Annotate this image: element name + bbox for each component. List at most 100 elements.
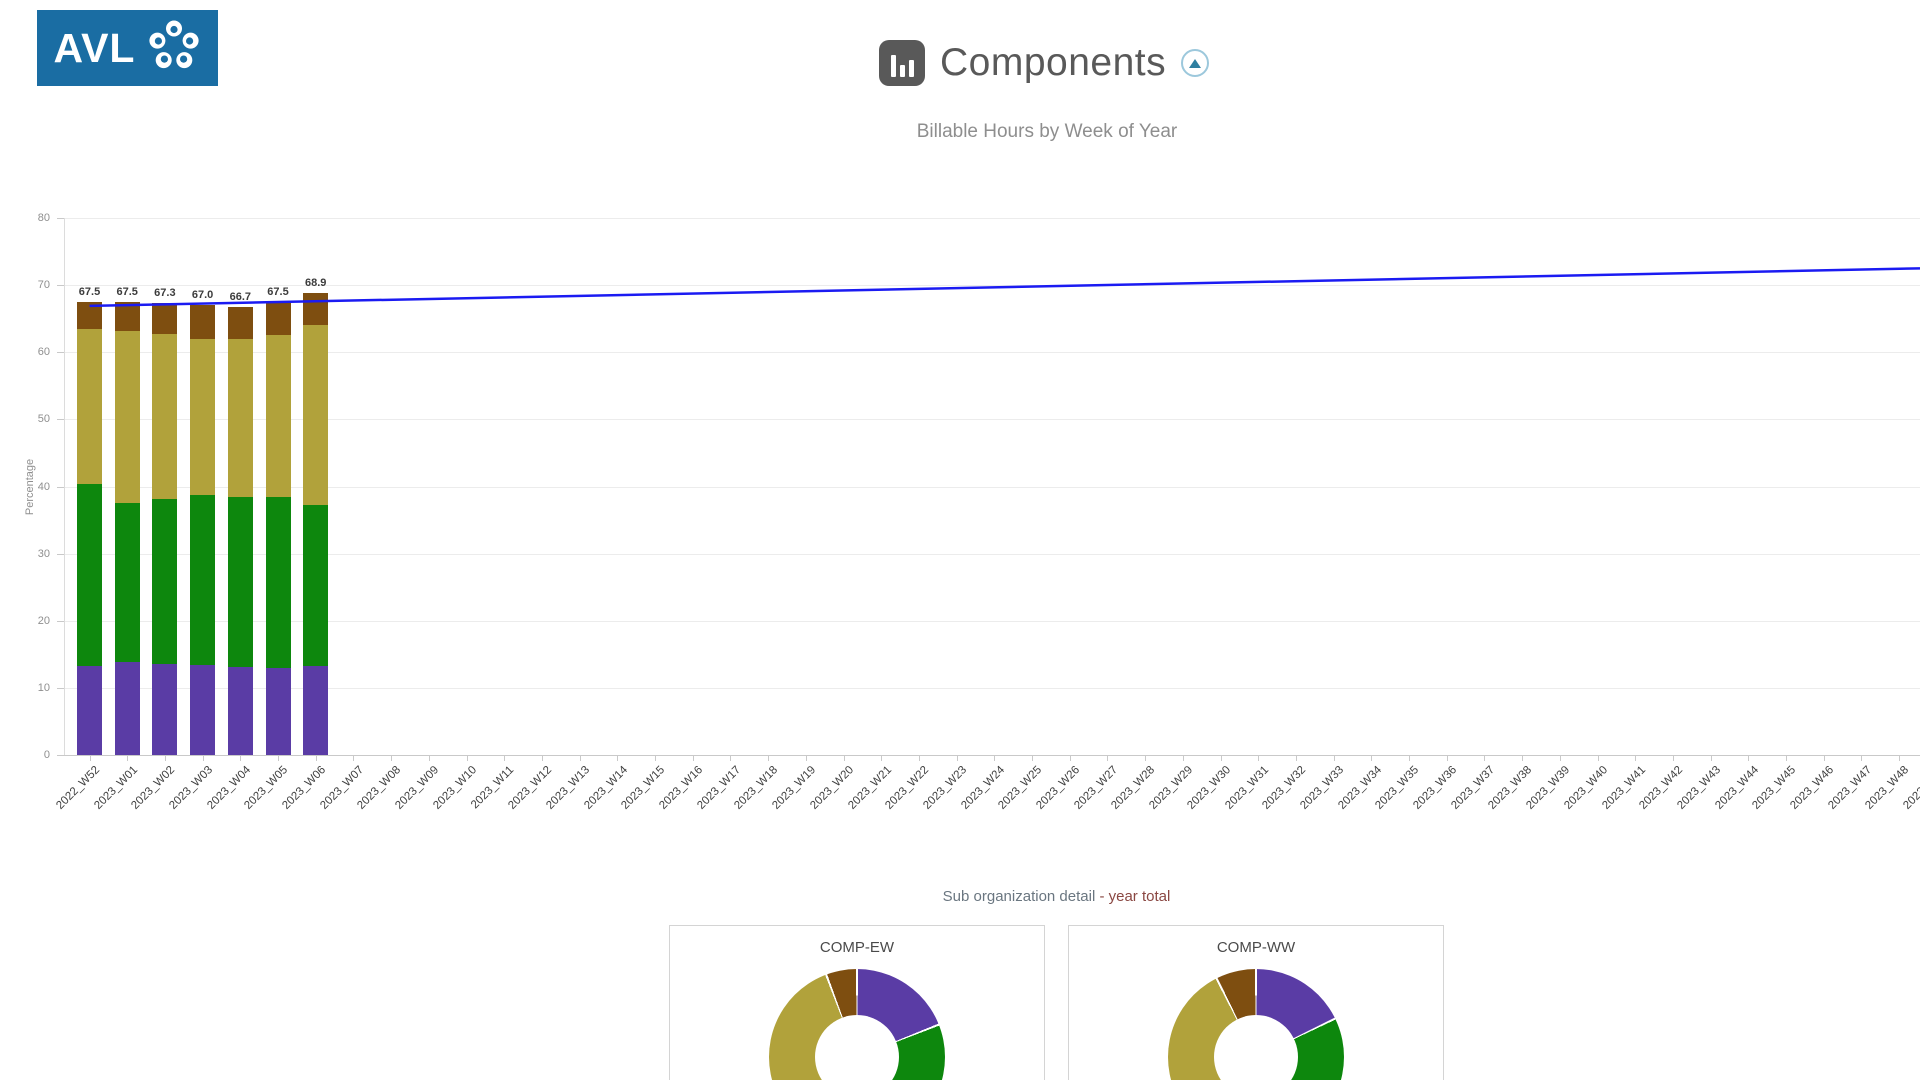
bar-segment-purple <box>227 667 253 755</box>
donut-title-comp-ww: COMP-WW <box>1216 939 1296 956</box>
x-tick <box>1295 756 1297 761</box>
x-tick <box>1559 756 1561 761</box>
bar-segment-green <box>303 504 329 667</box>
bar-segment-brown <box>265 301 291 336</box>
x-tick <box>1635 756 1637 761</box>
x-tick <box>428 756 430 761</box>
x-tick <box>1258 756 1260 761</box>
x-tick <box>843 756 845 761</box>
bar-segment-green <box>114 503 140 663</box>
donut-chart-comp-ew <box>769 969 945 1080</box>
x-tick <box>805 756 807 761</box>
y-axis-tick-label: 10 <box>37 681 50 694</box>
x-tick <box>1333 756 1335 761</box>
y-tick <box>57 419 64 421</box>
bar-segment-brown <box>152 303 178 335</box>
y-axis-tick-label: 30 <box>37 547 50 560</box>
x-tick <box>127 756 129 761</box>
suborg-heading: Sub organization detail - year total <box>669 888 1444 905</box>
x-tick <box>692 756 694 761</box>
x-tick <box>1371 756 1373 761</box>
y-tick <box>57 620 64 622</box>
y-tick <box>57 553 64 555</box>
bar-segment-olive <box>152 334 178 499</box>
x-tick <box>1446 756 1448 761</box>
x-tick <box>1069 756 1071 761</box>
donut-title-comp-ew: COMP-EW <box>819 939 895 956</box>
x-tick <box>89 756 91 761</box>
x-tick <box>730 756 732 761</box>
x-tick <box>956 756 958 761</box>
avl-logo-text: AVL <box>53 24 136 71</box>
x-tick <box>466 756 468 761</box>
y-axis-title: Percentage <box>24 458 36 516</box>
bar-segment-green <box>152 498 178 665</box>
x-tick <box>1182 756 1184 761</box>
x-tick <box>1861 756 1863 761</box>
y-axis-tick-label: 80 <box>37 212 50 224</box>
y-tick <box>57 218 64 219</box>
y-tick <box>57 755 64 756</box>
x-tick <box>391 756 393 761</box>
y-tick <box>57 486 64 488</box>
x-tick <box>768 756 770 761</box>
y-axis-tick-label: 20 <box>37 614 50 627</box>
suborg-card-comp-ew: COMP-EW <box>669 925 1045 1080</box>
bar-segment-olive <box>227 338 253 498</box>
y-axis-tick-label: 70 <box>37 279 50 292</box>
bar-segment-purple <box>190 665 216 755</box>
x-tick <box>1484 756 1486 761</box>
bar-segment-green <box>227 497 253 668</box>
bar-segment-olive <box>77 329 102 485</box>
bar-segment-green <box>265 496 291 668</box>
x-tick <box>1032 756 1033 761</box>
collapse-section-button[interactable] <box>1181 49 1210 77</box>
x-tick <box>353 756 355 761</box>
bar-segment-green <box>77 484 102 667</box>
x-tick <box>655 756 656 761</box>
page-title-row: Components <box>879 40 1210 86</box>
x-tick <box>1710 756 1712 761</box>
x-tick <box>1672 756 1674 761</box>
x-tick <box>278 756 279 761</box>
x-tick <box>1786 756 1787 761</box>
suborg-heading-part1: Sub organization detail <box>942 888 1096 905</box>
avl-logo: AVL <box>37 10 218 86</box>
y-axis-tick-label: 40 <box>37 480 50 493</box>
x-tick <box>918 756 920 761</box>
x-tick <box>1823 756 1825 761</box>
x-tick <box>1597 756 1599 761</box>
x-tick <box>504 756 506 761</box>
x-tick <box>617 756 619 761</box>
bar-total-label: 68.9 <box>304 276 327 289</box>
x-tick <box>579 756 581 761</box>
y-gridline <box>62 419 1920 421</box>
donut-chart-comp-ww <box>1168 969 1344 1080</box>
bar-chart-icon <box>879 40 925 86</box>
bar-segment-purple <box>114 662 140 755</box>
bar-segment-purple <box>77 666 102 755</box>
y-tick <box>57 352 64 354</box>
y-gridline <box>62 553 1920 555</box>
bar-segment-brown <box>114 301 140 332</box>
bar-segment-olive <box>114 331 140 504</box>
y-tick <box>57 285 64 287</box>
x-tick <box>315 756 317 761</box>
y-gridline <box>62 687 1920 689</box>
chart-subtitle: Billable Hours by Week of Year <box>916 121 1178 142</box>
y-gridline <box>62 486 1920 488</box>
page-title: Components <box>940 41 1167 84</box>
bar-segment-brown <box>190 305 216 340</box>
x-tick <box>994 756 996 761</box>
triangle-up-icon <box>1189 58 1202 68</box>
y-axis-tick-label: 60 <box>37 346 50 359</box>
bar-segment-olive <box>265 335 291 497</box>
x-tick <box>1748 756 1750 761</box>
y-gridline <box>62 352 1920 354</box>
bar-segment-purple <box>303 666 329 755</box>
x-tick <box>202 756 204 761</box>
y-axis-line <box>64 218 65 755</box>
bar-segment-brown <box>77 301 102 330</box>
